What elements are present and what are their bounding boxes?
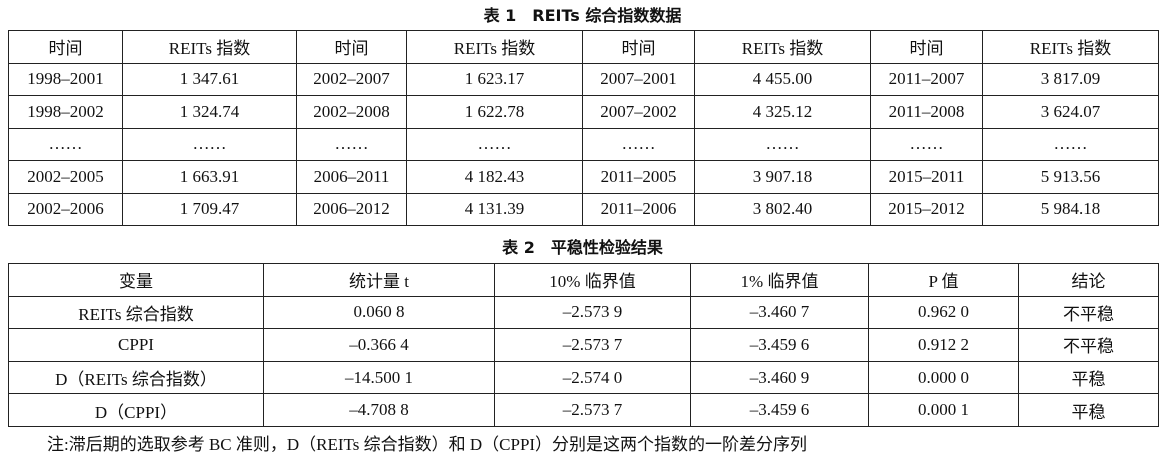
header-cell: REITs 指数 xyxy=(406,30,583,64)
table-row: CPPI –0.366 4 –2.573 7 –3.459 6 0.912 2 不平稳 xyxy=(8,328,1159,362)
table-row: 2002–2006 1 709.47 2006–2012 4 131.39 2011–2… xyxy=(8,192,1159,226)
cell: –3.460 9 xyxy=(690,360,869,395)
cell: 2006–2011 xyxy=(296,160,407,194)
header-cell: 1% 临界值 xyxy=(690,263,869,297)
cell: 平稳 xyxy=(1018,360,1159,395)
table-title: 表 2 平稳性检验结果 xyxy=(502,238,663,257)
cell: D（CPPI） xyxy=(8,393,264,427)
cell: REITs 综合指数 xyxy=(8,295,264,330)
header-cell: 10% 临界值 xyxy=(494,263,691,297)
cell: 1 622.78 xyxy=(406,95,583,129)
cell: –2.573 9 xyxy=(494,295,691,330)
table-row: REITs 综合指数 0.060 8 –2.573 9 –3.460 7 0.962 0… xyxy=(8,295,1159,330)
cell: 2011–2007 xyxy=(870,62,983,96)
cell: 1 324.74 xyxy=(122,95,297,129)
cell: 2015–2012 xyxy=(870,192,983,226)
cell: …… xyxy=(406,127,583,161)
cell: –2.573 7 xyxy=(494,393,691,427)
header-cell: 时间 xyxy=(296,30,407,64)
cell: …… xyxy=(982,127,1159,161)
cell: 2006–2012 xyxy=(296,192,407,226)
cell: 2007–2002 xyxy=(582,95,695,129)
cell: –0.366 4 xyxy=(263,328,495,362)
cell: 0.962 0 xyxy=(868,295,1019,330)
cell: 3 802.40 xyxy=(694,192,871,226)
cell: 平稳 xyxy=(1018,393,1159,427)
cell: 3 907.18 xyxy=(694,160,871,194)
header-row: 变量 统计量 t 10% 临界值 1% 临界值 P 值结论 xyxy=(8,263,1159,297)
cell: 4 131.39 xyxy=(406,192,583,226)
header-cell: 统计量 t xyxy=(263,263,495,297)
table-row: 1998–2002 1 324.74 2002–2008 1 622.78 2007–2… xyxy=(8,95,1159,129)
note: 注:滞后期的选取参考 BC 准则，D（REITs 综合指数）和 D（CPPI）分… xyxy=(47,435,808,454)
cell: 2011–2005 xyxy=(582,160,695,194)
cell: …… xyxy=(8,127,123,161)
cell: 1 663.91 xyxy=(122,160,297,194)
cell: 5 984.18 xyxy=(982,192,1159,226)
cell: 1 709.47 xyxy=(122,192,297,226)
header-cell: 时间 xyxy=(582,30,695,64)
cell: 1 347.61 xyxy=(122,62,297,96)
header-cell: REITs 指数 xyxy=(694,30,871,64)
cell: 4 182.43 xyxy=(406,160,583,194)
cell: 1 623.17 xyxy=(406,62,583,96)
cell: 4 325.12 xyxy=(694,95,871,129)
cell: –2.573 7 xyxy=(494,328,691,362)
cell: …… xyxy=(122,127,297,161)
cell: –4.708 8 xyxy=(263,393,495,427)
table: 变量 统计量 t 10% 临界值 1% 临界值 P 值结论 REITs 综合指数 0.060… xyxy=(8,263,1159,427)
cell: D（REITs 综合指数） xyxy=(8,360,264,395)
cell: –3.459 6 xyxy=(690,328,869,362)
cell: …… xyxy=(870,127,983,161)
table-row: 1998–2001 1 347.61 2002–2007 1 623.17 2007–2… xyxy=(8,62,1159,96)
cell: CPPI xyxy=(8,328,264,362)
cell: 不平稳 xyxy=(1018,295,1159,330)
cell: 2002–2006 xyxy=(8,192,123,226)
table-row: 2002–2005 1 663.91 2006–2011 4 182.43 2011–2… xyxy=(8,160,1159,194)
cell: 2002–2008 xyxy=(296,95,407,129)
cell: 2002–2007 xyxy=(296,62,407,96)
table-title: 表 1 REITs 综合指数数据 xyxy=(483,6,682,25)
cell: 2007–2001 xyxy=(582,62,695,96)
cell: 4 455.00 xyxy=(694,62,871,96)
table-row: D（CPPI） –4.708 8 –2.573 7 –3.459 6 0.000 1 平稳 xyxy=(8,393,1159,427)
header-cell: 变量 xyxy=(8,263,264,297)
header-row: 时间 REITs 指数 时间 REITs 指数 时间 REITs 指数 时间 REITs 指数 xyxy=(8,30,1159,64)
cell: …… xyxy=(582,127,695,161)
cell: –3.459 6 xyxy=(690,393,869,427)
cell: …… xyxy=(296,127,407,161)
header-cell: REITs 指数 xyxy=(982,30,1159,64)
header-cell: REITs 指数 xyxy=(122,30,297,64)
header-cell: 时间 xyxy=(870,30,983,64)
header-cell: 结论 xyxy=(1018,263,1159,297)
cell: –14.500 1 xyxy=(263,360,495,395)
cell: 5 913.56 xyxy=(982,160,1159,194)
cell: …… xyxy=(694,127,871,161)
cell: 1998–2002 xyxy=(8,95,123,129)
cell: 2002–2005 xyxy=(8,160,123,194)
cell: 2015–2011 xyxy=(870,160,983,194)
cell: 0.060 8 xyxy=(263,295,495,330)
cell: 0.912 2 xyxy=(868,328,1019,362)
table-row: D（REITs 综合指数） –14.500 1 –2.574 0 –3.460 9 0.… xyxy=(8,360,1159,395)
cell: 3 817.09 xyxy=(982,62,1159,96)
cell: 不平稳 xyxy=(1018,328,1159,362)
cell: 1998–2001 xyxy=(8,62,123,96)
cell: 2011–2006 xyxy=(582,192,695,226)
table-row: ………………………………………… xyxy=(8,127,1159,161)
cell: 0.000 1 xyxy=(868,393,1019,427)
cell: 0.000 0 xyxy=(868,360,1019,395)
cell: 3 624.07 xyxy=(982,95,1159,129)
header-cell: P 值 xyxy=(868,263,1019,297)
cell: 2011–2008 xyxy=(870,95,983,129)
table: 时间 REITs 指数 时间 REITs 指数 时间 REITs 指数 时间 REITs 指数… xyxy=(8,30,1159,226)
header-cell: 时间 xyxy=(8,30,123,64)
cell: –2.574 0 xyxy=(494,360,691,395)
cell: –3.460 7 xyxy=(690,295,869,330)
